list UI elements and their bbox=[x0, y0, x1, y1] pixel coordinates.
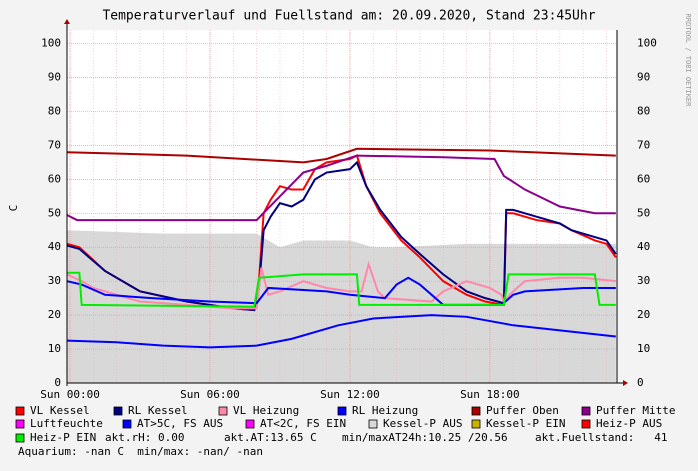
legend-swatch bbox=[471, 406, 481, 416]
legend-label: RL Kessel bbox=[128, 404, 188, 417]
legend-label: Heiz-P AUS bbox=[596, 417, 662, 430]
legend-label: VL Kessel bbox=[30, 404, 90, 417]
legend-label: Puffer Oben bbox=[486, 404, 559, 417]
y2-tick-label: 50 bbox=[637, 206, 650, 219]
y-tick-label: 40 bbox=[48, 240, 61, 253]
legend-label: VL Heizung bbox=[233, 404, 299, 417]
area bbox=[67, 230, 616, 383]
legend-swatch bbox=[15, 406, 25, 416]
legend-label: RL Heizung bbox=[352, 404, 418, 417]
legend-swatch bbox=[15, 419, 25, 429]
legend-swatch bbox=[122, 419, 132, 429]
legend-label: Puffer Mitte bbox=[596, 404, 675, 417]
y-tick-label: 20 bbox=[48, 308, 61, 321]
y-arrow bbox=[64, 19, 70, 24]
legend-label: Heiz-P EIN bbox=[30, 431, 96, 444]
legend-swatch bbox=[368, 419, 378, 429]
y-tick-label: 70 bbox=[48, 138, 61, 151]
y-tick-label: 60 bbox=[48, 172, 61, 185]
line bbox=[66, 276, 616, 306]
y2-tick-label: 80 bbox=[637, 104, 650, 117]
watermark: RRDTOOL / TOBI OETIKER bbox=[684, 14, 692, 108]
y-axis-label: C bbox=[7, 205, 20, 212]
legend-label: AT>5C, FS AUS bbox=[137, 417, 223, 430]
status-text: akt.Fuellstand: 41 bbox=[535, 431, 667, 444]
status-text: Aquarium: -nan C min/max: -nan/ -nan bbox=[18, 445, 263, 458]
legend-swatch bbox=[113, 406, 123, 416]
line bbox=[66, 154, 616, 222]
legend-label: Kessel-P AUS bbox=[383, 417, 462, 430]
legend-label: AT<2C, FS EIN bbox=[260, 417, 346, 430]
legend-label: Kessel-P EIN bbox=[486, 417, 565, 430]
y-tick-label: 50 bbox=[48, 206, 61, 219]
y2-tick-label: 100 bbox=[637, 37, 657, 50]
status-text: akt.AT:13.65 C bbox=[224, 431, 317, 444]
x-tick-label: Sun 12:00 bbox=[320, 388, 380, 401]
y-tick-label: 90 bbox=[48, 71, 61, 84]
y-tick-label: 30 bbox=[48, 274, 61, 287]
legend-label: Luftfeuchte bbox=[30, 417, 103, 430]
legend-swatch bbox=[15, 433, 25, 443]
chart-title: Temperaturverlauf und Fuellstand am: 20.… bbox=[102, 9, 595, 24]
y-tick-label: 100 bbox=[41, 37, 61, 50]
y2-tick-label: 60 bbox=[637, 172, 650, 185]
legend-swatch bbox=[337, 406, 347, 416]
legend-swatch bbox=[581, 419, 591, 429]
legend-swatch bbox=[581, 406, 591, 416]
y2-tick-label: 30 bbox=[637, 274, 650, 287]
y2-tick-label: 70 bbox=[637, 138, 650, 151]
y-tick-label: 10 bbox=[48, 342, 61, 355]
y-tick-label: 0 bbox=[54, 376, 61, 389]
status-text: min/maxAT24h:10.25 /20.56 bbox=[342, 431, 508, 444]
legend-swatch bbox=[218, 406, 228, 416]
x-tick-label: Sun 06:00 bbox=[180, 388, 240, 401]
legend-swatch bbox=[245, 419, 255, 429]
y-tick-label: 80 bbox=[48, 104, 61, 117]
y2-tick-label: 20 bbox=[637, 308, 650, 321]
y2-tick-label: 40 bbox=[637, 240, 650, 253]
y2-tick-label: 0 bbox=[637, 376, 644, 389]
line bbox=[66, 260, 616, 310]
status-text: akt.rH: 0.00 bbox=[105, 431, 184, 444]
line bbox=[66, 147, 616, 164]
x-tick-label: Sun 00:00 bbox=[40, 388, 100, 401]
x-arrow bbox=[623, 380, 628, 386]
y2-tick-label: 10 bbox=[637, 342, 650, 355]
y2-tick-label: 90 bbox=[637, 71, 650, 84]
legend-swatch bbox=[471, 419, 481, 429]
line bbox=[67, 271, 616, 308]
x-tick-label: Sun 18:00 bbox=[460, 388, 520, 401]
line bbox=[66, 314, 616, 349]
